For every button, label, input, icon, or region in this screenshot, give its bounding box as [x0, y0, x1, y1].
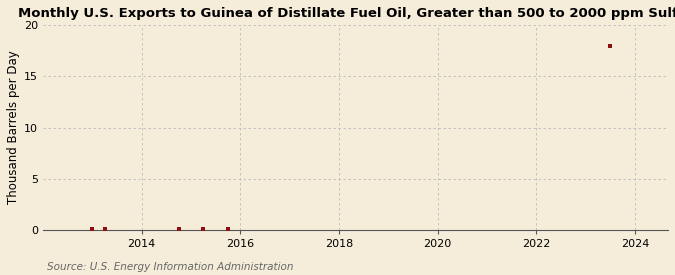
Point	[173, 227, 184, 232]
Point	[198, 227, 209, 232]
Point	[223, 227, 234, 232]
Point	[87, 227, 98, 232]
Text: Source: U.S. Energy Information Administration: Source: U.S. Energy Information Administ…	[47, 262, 294, 272]
Point	[99, 227, 110, 232]
Point	[605, 43, 616, 48]
Title: Monthly U.S. Exports to Guinea of Distillate Fuel Oil, Greater than 500 to 2000 : Monthly U.S. Exports to Guinea of Distil…	[18, 7, 675, 20]
Y-axis label: Thousand Barrels per Day: Thousand Barrels per Day	[7, 51, 20, 204]
